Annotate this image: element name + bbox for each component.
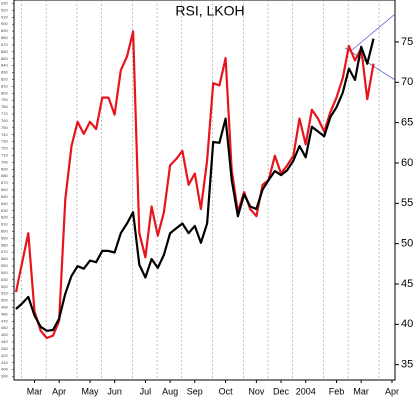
x-tick-label: 2004: [296, 386, 316, 396]
y2-tick-label: 760: [1, 118, 8, 123]
x-tick-label: Mar: [27, 386, 43, 396]
y-tick-label: 60: [401, 157, 413, 169]
y2-tick-label: 840: [1, 63, 8, 68]
y2-tick-label: 850: [1, 56, 8, 61]
y2-tick-label: 800: [1, 90, 8, 95]
grid: [21, 0, 380, 380]
y2-tick-label: 630: [1, 208, 8, 213]
y2-tick-label: 440: [1, 339, 8, 344]
trend-line: [351, 13, 396, 51]
y2-tick-label: 930: [1, 1, 8, 6]
trend-line: [344, 47, 396, 81]
y2-tick-label: 530: [1, 277, 8, 282]
y2-tick-label: 740: [1, 132, 8, 137]
y2-tick-label: 870: [1, 42, 8, 47]
y2-tick-label: 710: [1, 153, 8, 158]
y2-tick-label: 450: [1, 332, 8, 337]
y2-tick-label: 580: [1, 242, 8, 247]
y2-tick-label: 410: [1, 360, 8, 365]
y2-tick-label: 500: [1, 298, 8, 303]
x-tick-label: Aug: [162, 386, 178, 396]
x-tick-label: Mar: [353, 386, 369, 396]
y2-tick-label: 720: [1, 146, 8, 151]
y2-tick-label: 670: [1, 180, 8, 185]
x-tick-label: Sep: [187, 386, 203, 396]
y2-tick-label: 520: [1, 284, 8, 289]
x-tick-label: Oct: [219, 386, 234, 396]
y2-tick-label: 680: [1, 173, 8, 178]
y2-tick-label: 900: [1, 21, 8, 26]
axes: 35 40 45 50 55 60 65 70 75 390 400 410 420 430 440 450 4…: [1, 1, 413, 397]
y2-tick-label: 470: [1, 318, 8, 323]
y2-tick-label: 430: [1, 346, 8, 351]
x-tick-label: May: [81, 386, 99, 396]
y2-tick-label: 750: [1, 125, 8, 130]
x-tick-label: Dec: [273, 386, 290, 396]
x-tick-label: Jul: [140, 386, 152, 396]
x-tick-label: Feb: [329, 386, 345, 396]
series-line: [15, 38, 375, 332]
y2-tick-label: 420: [1, 353, 8, 358]
y2-tick-label: 830: [1, 70, 8, 75]
series-group: [14, 30, 375, 340]
y2-tick-label: 880: [1, 35, 8, 40]
y2-tick-label: 730: [1, 139, 8, 144]
y-tick-label: 75: [401, 36, 413, 48]
y-tick-label: 55: [401, 197, 413, 209]
y2-tick-label: 570: [1, 249, 8, 254]
y2-tick-label: 620: [1, 215, 8, 220]
y2-tick-label: 490: [1, 305, 8, 310]
x-tick-label: Apr: [52, 386, 66, 396]
y2-tick-label: 650: [1, 194, 8, 199]
y-tick-label: 35: [401, 359, 413, 371]
y-tick-label: 50: [401, 238, 413, 250]
y2-tick-label: 560: [1, 256, 8, 261]
y2-tick-label: 690: [1, 166, 8, 171]
y2-tick-label: 660: [1, 187, 8, 192]
y2-tick-label: 790: [1, 97, 8, 102]
y2-tick-label: 860: [1, 49, 8, 54]
y-tick-label: 45: [401, 278, 413, 290]
y2-tick-label: 590: [1, 235, 8, 240]
y-tick-label: 65: [401, 117, 413, 129]
chart-title: RSI, LKOH: [175, 3, 244, 19]
y2-tick-label: 610: [1, 222, 8, 227]
y2-tick-label: 700: [1, 159, 8, 164]
y2-tick-label: 390: [1, 374, 8, 379]
y2-tick-label: 890: [1, 28, 8, 33]
y2-tick-label: 820: [1, 77, 8, 82]
y2-tick-label: 770: [1, 111, 8, 116]
y2-tick-label: 540: [1, 270, 8, 275]
y2-tick-label: 400: [1, 367, 8, 372]
y2-tick-label: 460: [1, 325, 8, 330]
y2-tick-label: 480: [1, 311, 8, 316]
y2-tick-label: 920: [1, 7, 8, 12]
y2-tick-label: 780: [1, 104, 8, 109]
y-tick-label: 70: [401, 76, 413, 88]
x-tick-label: Jun: [107, 386, 122, 396]
y2-tick-label: 910: [1, 14, 8, 19]
x-tick-label: Apr: [385, 386, 399, 396]
y2-tick-label: 810: [1, 83, 8, 88]
x-tick-label: Nov: [248, 386, 265, 396]
y2-tick-label: 600: [1, 229, 8, 234]
y2-tick-label: 550: [1, 263, 8, 268]
y2-tick-label: 640: [1, 201, 8, 206]
y-tick-label: 40: [401, 318, 413, 330]
plot-frame: [13, 0, 396, 381]
series-line: [14, 30, 375, 340]
y2-tick-label: 510: [1, 291, 8, 296]
